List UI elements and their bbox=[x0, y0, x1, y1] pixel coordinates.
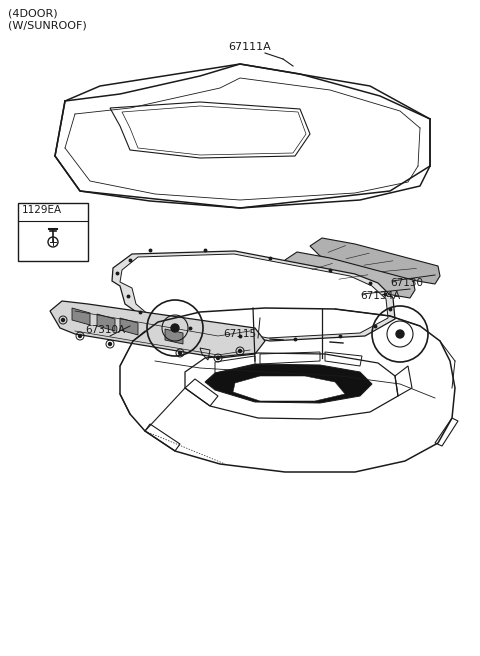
Circle shape bbox=[396, 330, 404, 338]
Circle shape bbox=[108, 342, 111, 346]
Polygon shape bbox=[50, 301, 265, 358]
Circle shape bbox=[216, 356, 219, 359]
Polygon shape bbox=[165, 329, 183, 344]
Text: 67111A: 67111A bbox=[228, 42, 271, 52]
Text: (W/SUNROOF): (W/SUNROOF) bbox=[8, 20, 87, 30]
Polygon shape bbox=[72, 308, 90, 325]
Circle shape bbox=[79, 335, 82, 337]
Text: 67310A: 67310A bbox=[85, 325, 125, 335]
Circle shape bbox=[239, 350, 241, 352]
Text: 67115: 67115 bbox=[223, 329, 257, 339]
Text: 67134A: 67134A bbox=[360, 291, 400, 301]
Polygon shape bbox=[233, 376, 345, 401]
Polygon shape bbox=[205, 364, 372, 403]
Circle shape bbox=[179, 352, 181, 354]
Polygon shape bbox=[120, 318, 138, 335]
Bar bbox=[18, 203, 88, 261]
Text: (4DOOR): (4DOOR) bbox=[8, 8, 58, 18]
Circle shape bbox=[171, 324, 179, 332]
Circle shape bbox=[61, 319, 64, 321]
Text: 1129EA: 1129EA bbox=[22, 205, 62, 215]
Polygon shape bbox=[285, 252, 415, 298]
Polygon shape bbox=[112, 251, 395, 341]
Polygon shape bbox=[310, 238, 440, 284]
Text: 67130: 67130 bbox=[390, 278, 423, 288]
Polygon shape bbox=[97, 314, 115, 331]
Polygon shape bbox=[120, 254, 388, 338]
